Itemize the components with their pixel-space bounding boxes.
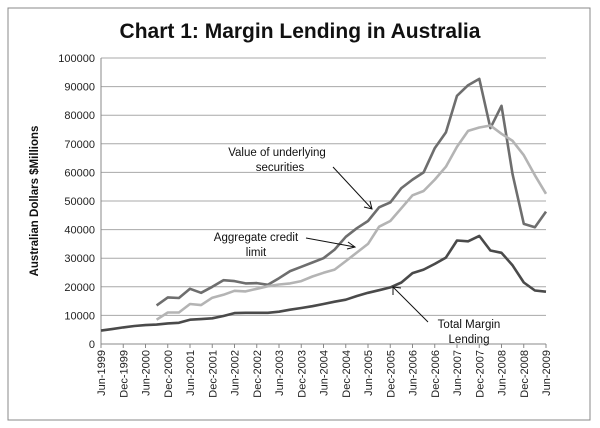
y-tick-label: 60000: [64, 167, 95, 179]
x-tick-label: Dec-2005: [385, 350, 397, 398]
series-line-total-margin-lending: [100, 234, 547, 332]
x-tick-label: Dec-2006: [430, 350, 442, 398]
chart-border: [7, 7, 591, 421]
y-tick-label: 10000: [64, 310, 95, 322]
x-tick-label: Jun-2008: [497, 350, 509, 396]
annotation-credit-line2: limit: [246, 247, 267, 259]
annotation-total-line2: Lending: [449, 334, 490, 346]
y-tick-label: 70000: [64, 139, 95, 151]
annotation-value-arrow: [332, 166, 373, 210]
annotation-credit-arrowhead: [346, 241, 357, 250]
x-tick-label: Jun-2000: [141, 350, 153, 396]
annotation-value-line2: securities: [256, 162, 305, 174]
y-tick-label: 30000: [64, 253, 95, 265]
series-line-aggregate-credit-limit: [155, 124, 548, 321]
x-tick-label: Dec-2001: [207, 350, 219, 398]
y-tick-label: 80000: [64, 110, 95, 122]
series-line-value-of-underlying-securities: [155, 77, 548, 307]
annotation-credit-line1: Aggregate credit: [214, 232, 299, 244]
x-tick-label: Dec-2007: [474, 350, 486, 398]
x-tick-label: Dec-2003: [296, 350, 308, 398]
x-tick-label: Dec-2004: [341, 350, 353, 398]
x-tick-label: Dec-2000: [163, 350, 175, 398]
y-axis-title: Australian Dollars $Millions: [29, 126, 41, 277]
x-tick-label: Jun-2002: [230, 350, 242, 396]
annotation-credit-arrow: [305, 237, 356, 248]
x-tick-label: Jun-2001: [185, 350, 197, 396]
x-tick-label: Dec-2002: [252, 350, 264, 398]
annotation-total-line1: Total Margin: [438, 319, 501, 331]
annotation-total-arrowhead: [392, 286, 402, 295]
y-tick-label: 50000: [64, 196, 95, 208]
x-tick-label: Jun-2006: [408, 350, 420, 396]
x-tick-label: Dec-1999: [118, 350, 130, 398]
annotation-value-line1: Value of underlying: [228, 147, 326, 159]
y-tick-label: 0: [89, 339, 95, 351]
x-tick-label: Jun-2003: [274, 350, 286, 396]
x-tick-label: Jun-2005: [363, 350, 375, 396]
x-tick-label: Jun-2009: [541, 350, 553, 396]
annotation-total-arrow: [392, 286, 429, 323]
x-tick-label: Jun-2007: [452, 350, 464, 396]
y-tick-label: 20000: [64, 282, 95, 294]
y-tick-label: 100000: [58, 53, 95, 65]
annotation-value-arrowhead: [363, 200, 373, 210]
x-tick-label: Jun-1999: [96, 350, 108, 396]
x-tick-label: Jun-2004: [319, 350, 331, 396]
x-tick-label: Dec-2008: [519, 350, 531, 398]
y-tick-label: 40000: [64, 225, 95, 237]
chart-title: Chart 1: Margin Lending in Australia: [120, 20, 481, 43]
y-tick-label: 90000: [64, 82, 95, 94]
